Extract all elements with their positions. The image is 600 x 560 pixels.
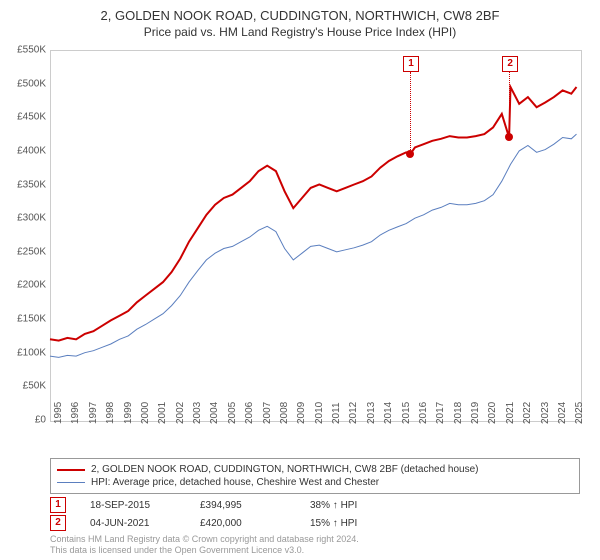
legend-label-blue: HPI: Average price, detached house, Ches… bbox=[91, 477, 379, 488]
legend-row-red: 2, GOLDEN NOOK ROAD, CUDDINGTON, NORTHWI… bbox=[57, 463, 573, 476]
footer: Contains HM Land Registry data © Crown c… bbox=[50, 534, 359, 556]
chart-marker-dot bbox=[406, 150, 414, 158]
x-tick-label: 2014 bbox=[383, 402, 394, 424]
legend-label-red: 2, GOLDEN NOOK ROAD, CUDDINGTON, NORTHWI… bbox=[91, 464, 479, 475]
sale-row-2: 2 04-JUN-2021 £420,000 15% ↑ HPI bbox=[50, 514, 420, 532]
x-tick-label: 1999 bbox=[123, 402, 134, 424]
x-tick-label: 2008 bbox=[279, 402, 290, 424]
x-tick-label: 2004 bbox=[209, 402, 220, 424]
x-tick-label: 2000 bbox=[140, 402, 151, 424]
x-tick-label: 2012 bbox=[348, 402, 359, 424]
sale-index-2: 2 bbox=[50, 515, 66, 531]
chart-marker-box: 1 bbox=[403, 56, 419, 72]
sale-date-1: 18-SEP-2015 bbox=[90, 500, 200, 511]
x-tick-label: 2006 bbox=[244, 402, 255, 424]
series-blue bbox=[50, 134, 577, 357]
chart-marker-dot bbox=[505, 133, 513, 141]
y-tick-label: £250K bbox=[17, 246, 46, 257]
x-tick-label: 2002 bbox=[175, 402, 186, 424]
x-tick-label: 1995 bbox=[53, 402, 64, 424]
x-tick-label: 1996 bbox=[70, 402, 81, 424]
x-tick-label: 1997 bbox=[88, 402, 99, 424]
series-red bbox=[50, 87, 577, 341]
sale-price-2: £420,000 bbox=[200, 518, 310, 529]
chart-container: { "title": "2, GOLDEN NOOK ROAD, CUDDING… bbox=[0, 0, 600, 560]
x-tick-label: 2015 bbox=[401, 402, 412, 424]
chart-marker-line bbox=[509, 72, 511, 137]
y-tick-label: £400K bbox=[17, 145, 46, 156]
sale-index-1: 1 bbox=[50, 497, 66, 513]
x-tick-label: 2025 bbox=[574, 402, 585, 424]
x-tick-label: 2013 bbox=[366, 402, 377, 424]
y-tick-label: £50K bbox=[23, 381, 46, 392]
y-tick-label: £500K bbox=[17, 78, 46, 89]
x-tick-label: 2016 bbox=[418, 402, 429, 424]
y-tick-label: £200K bbox=[17, 280, 46, 291]
legend-swatch-blue bbox=[57, 482, 85, 483]
x-tick-label: 2005 bbox=[227, 402, 238, 424]
title-block: 2, GOLDEN NOOK ROAD, CUDDINGTON, NORTHWI… bbox=[0, 0, 600, 39]
x-tick-label: 1998 bbox=[105, 402, 116, 424]
legend-row-blue: HPI: Average price, detached house, Ches… bbox=[57, 476, 573, 489]
x-tick-label: 2020 bbox=[487, 402, 498, 424]
x-tick-label: 2009 bbox=[296, 402, 307, 424]
line-plot bbox=[50, 50, 580, 420]
x-tick-label: 2018 bbox=[453, 402, 464, 424]
chart-title: 2, GOLDEN NOOK ROAD, CUDDINGTON, NORTHWI… bbox=[0, 8, 600, 23]
footer-line-1: Contains HM Land Registry data © Crown c… bbox=[50, 534, 359, 545]
y-tick-label: £100K bbox=[17, 347, 46, 358]
sales-table: 1 18-SEP-2015 £394,995 38% ↑ HPI 2 04-JU… bbox=[50, 496, 420, 532]
sale-row-1: 1 18-SEP-2015 £394,995 38% ↑ HPI bbox=[50, 496, 420, 514]
x-tick-label: 2021 bbox=[505, 402, 516, 424]
y-tick-label: £350K bbox=[17, 179, 46, 190]
y-tick-label: £300K bbox=[17, 213, 46, 224]
footer-line-2: This data is licensed under the Open Gov… bbox=[50, 545, 359, 556]
x-tick-label: 2023 bbox=[540, 402, 551, 424]
x-tick-label: 2022 bbox=[522, 402, 533, 424]
x-tick-label: 2011 bbox=[331, 402, 342, 424]
chart-marker-line bbox=[410, 72, 412, 154]
x-tick-label: 2007 bbox=[262, 402, 273, 424]
chart-marker-box: 2 bbox=[502, 56, 518, 72]
x-tick-label: 2024 bbox=[557, 402, 568, 424]
x-tick-label: 2019 bbox=[470, 402, 481, 424]
chart-subtitle: Price paid vs. HM Land Registry's House … bbox=[0, 25, 600, 39]
y-tick-label: £0 bbox=[35, 415, 46, 426]
sale-price-1: £394,995 bbox=[200, 500, 310, 511]
sale-pct-1: 38% ↑ HPI bbox=[310, 500, 420, 511]
y-tick-label: £150K bbox=[17, 314, 46, 325]
sale-pct-2: 15% ↑ HPI bbox=[310, 518, 420, 529]
legend-swatch-red bbox=[57, 469, 85, 471]
x-tick-label: 2001 bbox=[157, 402, 168, 424]
legend: 2, GOLDEN NOOK ROAD, CUDDINGTON, NORTHWI… bbox=[50, 458, 580, 494]
sale-date-2: 04-JUN-2021 bbox=[90, 518, 200, 529]
x-tick-label: 2010 bbox=[314, 402, 325, 424]
x-tick-label: 2003 bbox=[192, 402, 203, 424]
x-tick-label: 2017 bbox=[435, 402, 446, 424]
y-tick-label: £550K bbox=[17, 45, 46, 56]
y-tick-label: £450K bbox=[17, 112, 46, 123]
